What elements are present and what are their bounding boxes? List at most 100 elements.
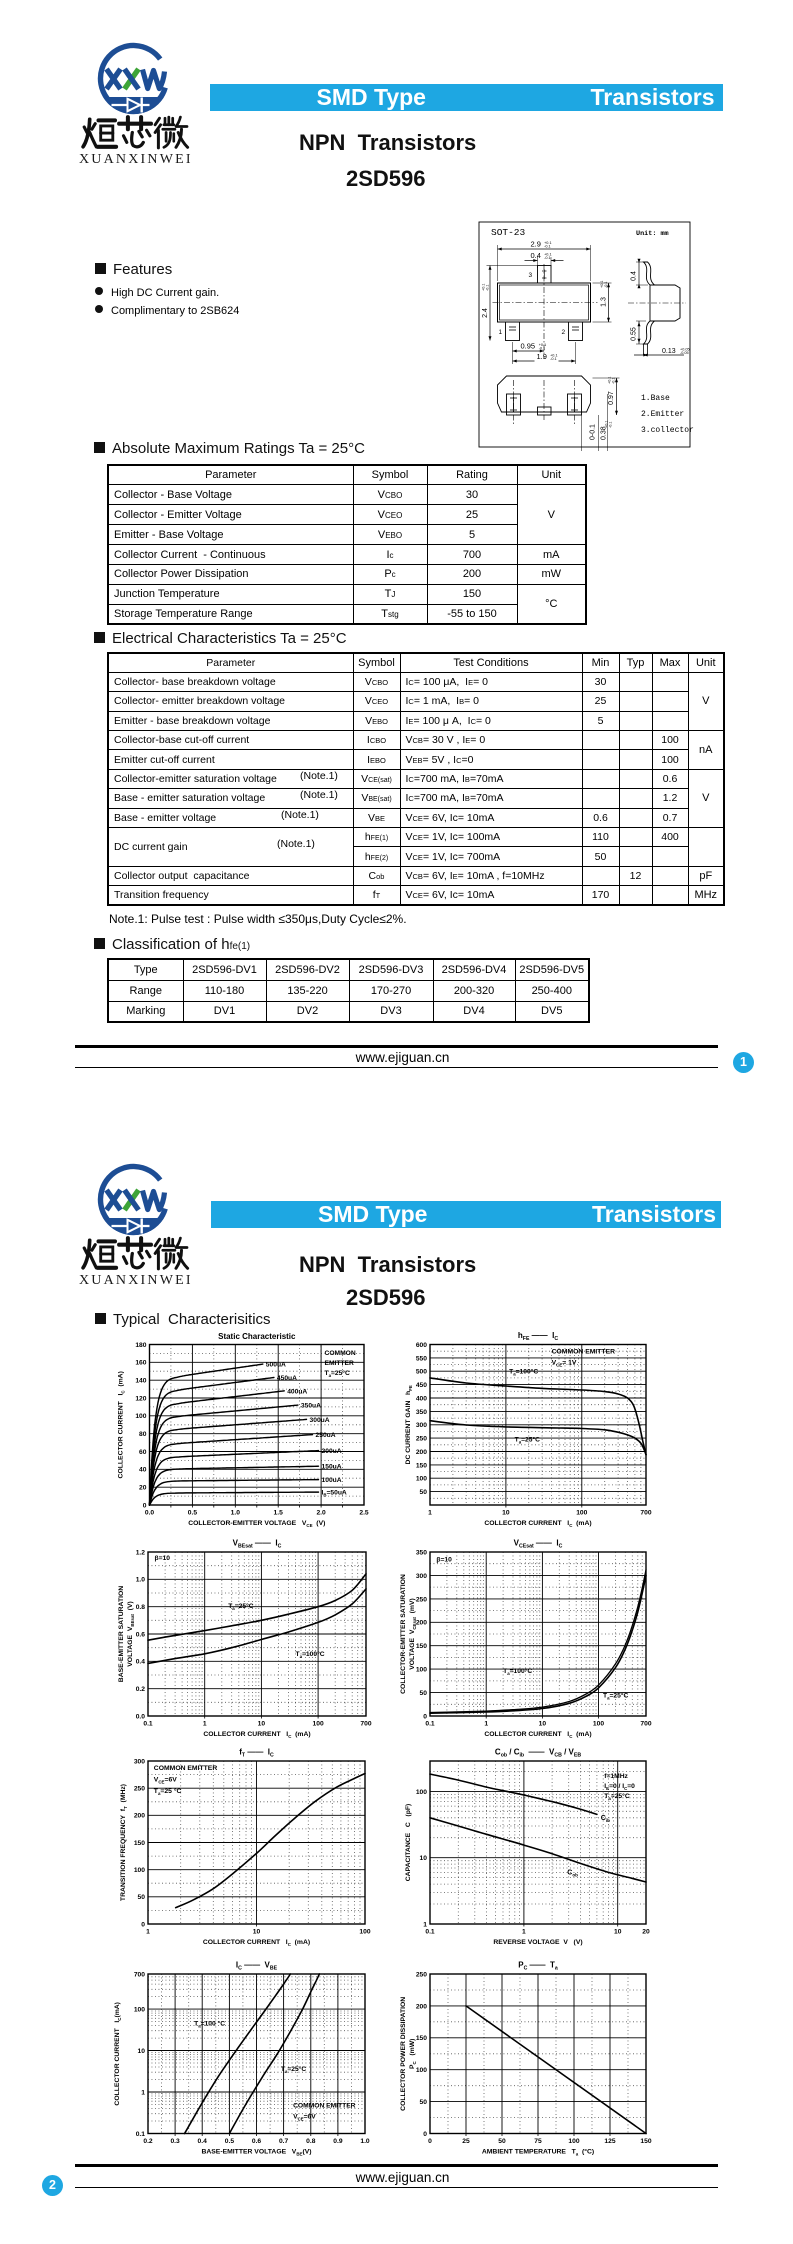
svg-text:+0.1: +0.1 <box>482 284 486 292</box>
svg-text:10: 10 <box>420 1855 428 1862</box>
svg-text:1.9: 1.9 <box>537 352 547 361</box>
svg-text:1: 1 <box>203 1721 207 1728</box>
svg-text:0.55: 0.55 <box>631 327 638 341</box>
svg-text:50: 50 <box>138 1894 146 1901</box>
svg-text:0: 0 <box>428 2138 432 2145</box>
svg-text:Ta​=100°C: Ta​=100°C <box>509 1367 538 1376</box>
svg-text:-0.1: -0.1 <box>608 421 612 428</box>
svg-text:0.4: 0.4 <box>136 1659 146 1666</box>
svg-text:VBEsat​ —— IC​: VBEsat​ —— IC​ <box>233 1539 282 1550</box>
svg-text:COLLECTOR CURRENT IC​ (mA): COLLECTOR CURRENT IC​ (mA) <box>118 1371 126 1478</box>
svg-text:0.1: 0.1 <box>136 2131 146 2138</box>
svg-text:100: 100 <box>134 1867 145 1874</box>
svg-text:-0.1: -0.1 <box>550 357 557 361</box>
svg-text:20: 20 <box>642 1929 650 1936</box>
svg-text:450: 450 <box>416 1382 427 1389</box>
svg-text:200: 200 <box>134 1813 145 1820</box>
svg-text:Static Characteristic: Static Characteristic <box>218 1332 296 1341</box>
svg-text:EMITTER: EMITTER <box>325 1360 355 1367</box>
svg-text:-0.1: -0.1 <box>544 245 551 249</box>
svg-text:1.2: 1.2 <box>136 1549 146 1556</box>
svg-text:2: 2 <box>562 329 566 336</box>
svg-text:COMMON: COMMON <box>325 1350 356 1357</box>
svg-text:CAPACITANCE C (pF): CAPACITANCE C (pF) <box>405 1804 412 1882</box>
svg-text:hFE​ —— IC​: hFE​ —— IC​ <box>518 1331 558 1342</box>
svg-text:50: 50 <box>420 1690 428 1697</box>
svg-text:-0.1: -0.1 <box>604 281 608 288</box>
svg-text:700: 700 <box>134 1971 145 1978</box>
svg-text:75: 75 <box>534 2138 542 2145</box>
svg-text:0.6: 0.6 <box>252 2138 262 2145</box>
svg-text:100: 100 <box>593 1721 604 1728</box>
svg-text:200: 200 <box>416 2003 427 2010</box>
svg-text:2.9: 2.9 <box>531 240 541 249</box>
svg-text:0.8: 0.8 <box>136 1604 146 1611</box>
svg-text:100: 100 <box>568 2138 579 2145</box>
svg-text:0.6: 0.6 <box>136 1631 146 1638</box>
svg-text:450uA: 450uA <box>277 1375 297 1382</box>
svg-text:COMMON EMITTER: COMMON EMITTER <box>154 1765 218 1772</box>
svg-text:10: 10 <box>614 1929 622 1936</box>
svg-text:0.97: 0.97 <box>608 391 615 405</box>
svg-text:REVERSE VOLTAGE V (V): REVERSE VOLTAGE V (V) <box>493 1939 582 1946</box>
svg-text:1: 1 <box>499 329 503 336</box>
svg-text:200: 200 <box>416 1449 427 1456</box>
svg-text:DC CURRENT GAIN hFE​: DC CURRENT GAIN hFE​ <box>405 1385 413 1464</box>
svg-text:550: 550 <box>416 1355 427 1362</box>
svg-text:COLLECTOR CURRENT IC​ (mA): COLLECTOR CURRENT IC​ (mA) <box>203 1731 310 1739</box>
svg-text:400: 400 <box>416 1395 427 1402</box>
svg-text:700: 700 <box>640 1721 651 1728</box>
svg-text:-0.1: -0.1 <box>611 377 615 384</box>
svg-text:20: 20 <box>139 1485 147 1492</box>
svg-text:0: 0 <box>423 1713 427 1720</box>
svg-text:180: 180 <box>135 1342 146 1349</box>
svg-text:BASE-EMITTER VOLTAGE VBE​(V): BASE-EMITTER VOLTAGE VBE​(V) <box>201 2149 311 2157</box>
svg-text:Ta​=25°C: Ta​=25°C <box>604 1792 630 1801</box>
svg-text:80: 80 <box>139 1431 147 1438</box>
svg-text:0.38: 0.38 <box>601 426 608 440</box>
svg-text:Ta​=25°C: Ta​=25°C <box>325 1369 351 1378</box>
svg-text:250: 250 <box>416 1596 427 1603</box>
svg-text:Ta​=100°C: Ta​=100°C <box>296 1650 325 1659</box>
svg-text:COLLECTOR-EMITTER VOLTAGE VC: COLLECTOR-EMITTER VOLTAGE VCE​ (V) <box>188 1520 325 1528</box>
svg-text:IC​ —— VBE​: IC​ —— VBE​ <box>236 1961 278 1972</box>
svg-text:VCEsat​ —— IC​: VCEsat​ —— IC​ <box>514 1539 563 1550</box>
svg-text:β=10: β=10 <box>436 1556 452 1563</box>
svg-text:COMMON EMITTER: COMMON EMITTER <box>552 1348 616 1355</box>
svg-text:300: 300 <box>134 1758 145 1765</box>
svg-text:100: 100 <box>416 1789 427 1796</box>
svg-text:BASE-EMITTER SATURATION: BASE-EMITTER SATURATION <box>118 1586 125 1683</box>
svg-text:Ta​=100 °C: Ta​=100 °C <box>194 2020 225 2029</box>
svg-text:+0.1: +0.1 <box>600 281 604 289</box>
svg-text:Ta​=25°C: Ta​=25°C <box>603 1691 629 1700</box>
svg-text:1.3: 1.3 <box>601 297 608 307</box>
svg-text:Ta​=100°C: Ta​=100°C <box>503 1667 532 1676</box>
svg-text:+0.05: +0.05 <box>680 347 690 351</box>
svg-text:50: 50 <box>420 2099 428 2106</box>
svg-text:TRANSITION FREQUENCY fT​ (MH: TRANSITION FREQUENCY fT​ (MHz) <box>120 1784 128 1901</box>
svg-text:1: 1 <box>423 1921 427 1928</box>
svg-text:10: 10 <box>258 1721 266 1728</box>
svg-text:Cob​ / Cib​ —— VCB​ / VEB​: Cob​ / Cib​ —— VCB​ / VEB​ <box>495 1748 581 1759</box>
svg-text:f=1MHz: f=1MHz <box>604 1773 628 1780</box>
svg-text:140: 140 <box>135 1378 146 1385</box>
svg-text:+0.1: +0.1 <box>544 252 552 256</box>
svg-text:250: 250 <box>416 1971 427 1978</box>
svg-text:10: 10 <box>539 1721 547 1728</box>
svg-text:1: 1 <box>141 2089 145 2096</box>
svg-text:COLLECTOR CURRENT IC​ (mA): COLLECTOR CURRENT IC​ (mA) <box>484 1520 591 1528</box>
svg-text:3.collector: 3.collector <box>641 426 694 435</box>
svg-text:0.7: 0.7 <box>279 2138 289 2145</box>
svg-text:0: 0 <box>143 1502 147 1509</box>
svg-text:0.13: 0.13 <box>662 348 676 355</box>
svg-text:0.4: 0.4 <box>631 271 638 281</box>
svg-text:2.Emitter: 2.Emitter <box>641 410 684 419</box>
svg-text:200uA: 200uA <box>322 1448 342 1455</box>
svg-text:350: 350 <box>416 1409 427 1416</box>
svg-text:2.5: 2.5 <box>359 1510 369 1517</box>
svg-text:1.5: 1.5 <box>274 1510 284 1517</box>
svg-text:0.4: 0.4 <box>198 2138 208 2145</box>
svg-text:120: 120 <box>135 1395 146 1402</box>
svg-text:300: 300 <box>416 1573 427 1580</box>
svg-text:1.0: 1.0 <box>360 2138 370 2145</box>
